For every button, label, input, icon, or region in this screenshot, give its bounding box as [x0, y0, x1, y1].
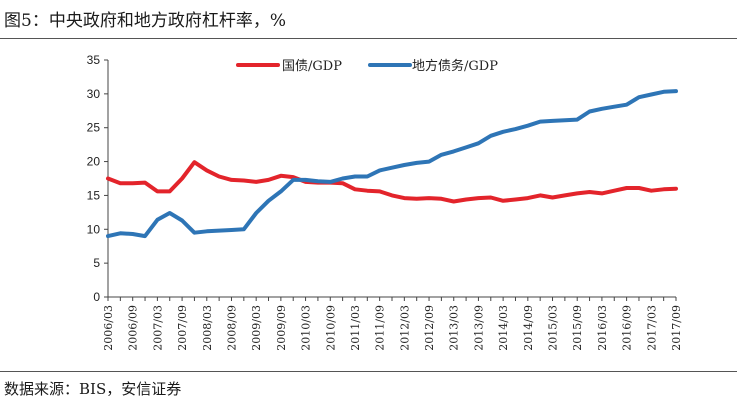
x-tick-label: 2016/03: [596, 305, 609, 351]
y-tick-label: 0: [93, 290, 100, 304]
x-tick-label: 2006/09: [127, 305, 140, 351]
x-tick-label: 2008/03: [201, 305, 214, 351]
x-tick-label: 2014/09: [522, 305, 535, 351]
x-tick-label: 2013/03: [448, 305, 461, 351]
x-tick-label: 2017/03: [645, 305, 658, 351]
x-tick-label: 2009/09: [275, 305, 288, 351]
series-line-local-govt-debt: [106, 89, 678, 239]
x-tick-label: 2016/09: [621, 305, 634, 351]
x-tick-label: 2017/09: [670, 305, 683, 351]
y-tick-label: 5: [93, 256, 100, 270]
legend-label: 地方债务/GDP: [412, 58, 498, 74]
y-tick-label: 20: [87, 155, 101, 169]
x-tick-label: 2015/03: [547, 305, 560, 351]
x-tick-label: 2012/09: [423, 305, 436, 351]
y-tick-label: 25: [87, 121, 101, 135]
x-tick-label: 2008/09: [225, 305, 238, 351]
x-tick-label: 2006/03: [102, 305, 115, 351]
x-tick-label: 2012/03: [398, 305, 411, 351]
x-tick-label: 2010/09: [324, 305, 337, 351]
source-note: 数据来源：BIS，安信证券: [4, 380, 182, 398]
y-tick-label: 15: [87, 188, 101, 202]
series-line-central-govt-debt: [106, 160, 678, 204]
y-tick-label: 35: [87, 53, 101, 67]
top-rule: [0, 38, 737, 39]
x-tick-label: 2007/03: [151, 305, 164, 351]
chart-title: 图5：中央政府和地方政府杠杆率，%: [4, 11, 286, 31]
y-tick-label: 10: [87, 222, 101, 236]
legend-label: 国债/GDP: [282, 59, 342, 74]
x-tick-label: 2015/09: [571, 305, 584, 351]
y-tick-label: 30: [87, 87, 101, 101]
line-chart: 0 5 10 15 20 25 30 35 2006/03 2006/09 2007/03 2007…: [87, 53, 683, 351]
x-tick-label: 2009/03: [250, 305, 263, 351]
x-tick-label: 2014/03: [497, 305, 510, 351]
x-tick-label: 2011/09: [374, 305, 387, 351]
x-tick-label: 2013/09: [472, 305, 485, 351]
x-tick-label: 2011/03: [349, 305, 362, 351]
bottom-rule: [0, 371, 737, 372]
x-tick-label: 2010/03: [300, 305, 313, 351]
x-tick-label: 2007/09: [176, 305, 189, 351]
